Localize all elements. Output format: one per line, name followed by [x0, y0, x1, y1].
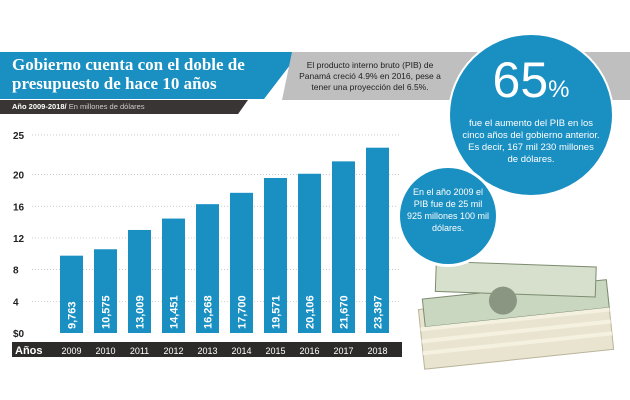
bar-2016 — [298, 173, 321, 333]
bar-value-label: 9,763 — [67, 301, 79, 329]
subtitle-years: Año 2009-2018/ — [12, 102, 67, 111]
bar-value-label: 17,700 — [237, 295, 249, 329]
subtitle: Año 2009-2018/ En millones de dólares — [12, 102, 145, 111]
y-tick-label: 16 — [13, 202, 25, 213]
growth-percent: 65% — [450, 55, 612, 115]
growth-text: fue el aumento del PIB en los cinco años… — [462, 118, 600, 165]
x-tick-label: 2015 — [265, 346, 285, 356]
note-text: El producto interno bruto (PIB) de Panam… — [299, 60, 441, 92]
money-stack-image — [417, 260, 615, 370]
x-tick-label: 2018 — [367, 346, 387, 356]
bar-2012 — [162, 218, 185, 333]
bar-value-label: 23,397 — [373, 295, 385, 329]
x-tick-label: 2013 — [197, 346, 217, 356]
subtitle-band — [0, 100, 248, 114]
bar-2009 — [60, 255, 83, 333]
bar-2011 — [128, 229, 151, 333]
bar-2018 — [366, 147, 389, 333]
x-tick-label: 2014 — [231, 346, 251, 356]
y-tick-label: 12 — [13, 234, 25, 245]
bar-2015 — [264, 177, 287, 333]
bar-value-label: 14,451 — [169, 295, 181, 329]
bar-2013 — [196, 204, 219, 333]
y-tick-label: 25 — [13, 131, 25, 142]
x-tick-label: 2012 — [163, 346, 183, 356]
y-tick-label: 20 — [13, 171, 25, 182]
growth-unit: % — [548, 76, 570, 103]
chart-title: Gobierno cuenta con el doble de presupues… — [12, 55, 302, 93]
bar-value-label: 19,571 — [271, 295, 283, 329]
bar-value-label: 20,106 — [305, 295, 317, 329]
growth-callout: 65% fue el aumento del PIB en los cinco … — [450, 35, 612, 195]
x-tick-label: 2009 — [61, 346, 81, 356]
x-tick-label: 2011 — [130, 346, 149, 356]
bar-value-label: 10,575 — [101, 295, 113, 329]
x-tick-label: 2010 — [95, 346, 115, 356]
subtitle-unit: En millones de dólares — [66, 102, 145, 111]
bar-2010 — [94, 249, 117, 333]
chart-title-line: Gobierno cuenta con el doble de — [12, 55, 245, 74]
pib-2009-text: En el año 2009 el PIB fue de 25 mil 925 … — [406, 187, 490, 233]
y-tick-label: 8 — [13, 266, 19, 277]
y-tick-label: 4 — [13, 297, 19, 308]
x-axis-title: Años — [15, 345, 43, 357]
y-tick-label: $0 — [13, 329, 25, 340]
growth-number: 65 — [492, 52, 549, 108]
x-axis-band — [12, 342, 402, 357]
x-tick-label: 2017 — [333, 346, 353, 356]
title-band — [0, 52, 300, 99]
pib-2009-callout: En el año 2009 el PIB fue de 25 mil 925 … — [400, 168, 496, 264]
bar-value-label: 16,268 — [203, 295, 215, 329]
bar-2017 — [332, 161, 355, 333]
x-tick-label: 2016 — [299, 346, 319, 356]
bar-value-label: 21,670 — [339, 295, 351, 329]
bar-value-label: 13,009 — [135, 295, 147, 329]
chart-title-line: presupuesto de hace 10 años — [12, 74, 217, 93]
bar-2014 — [230, 192, 253, 333]
